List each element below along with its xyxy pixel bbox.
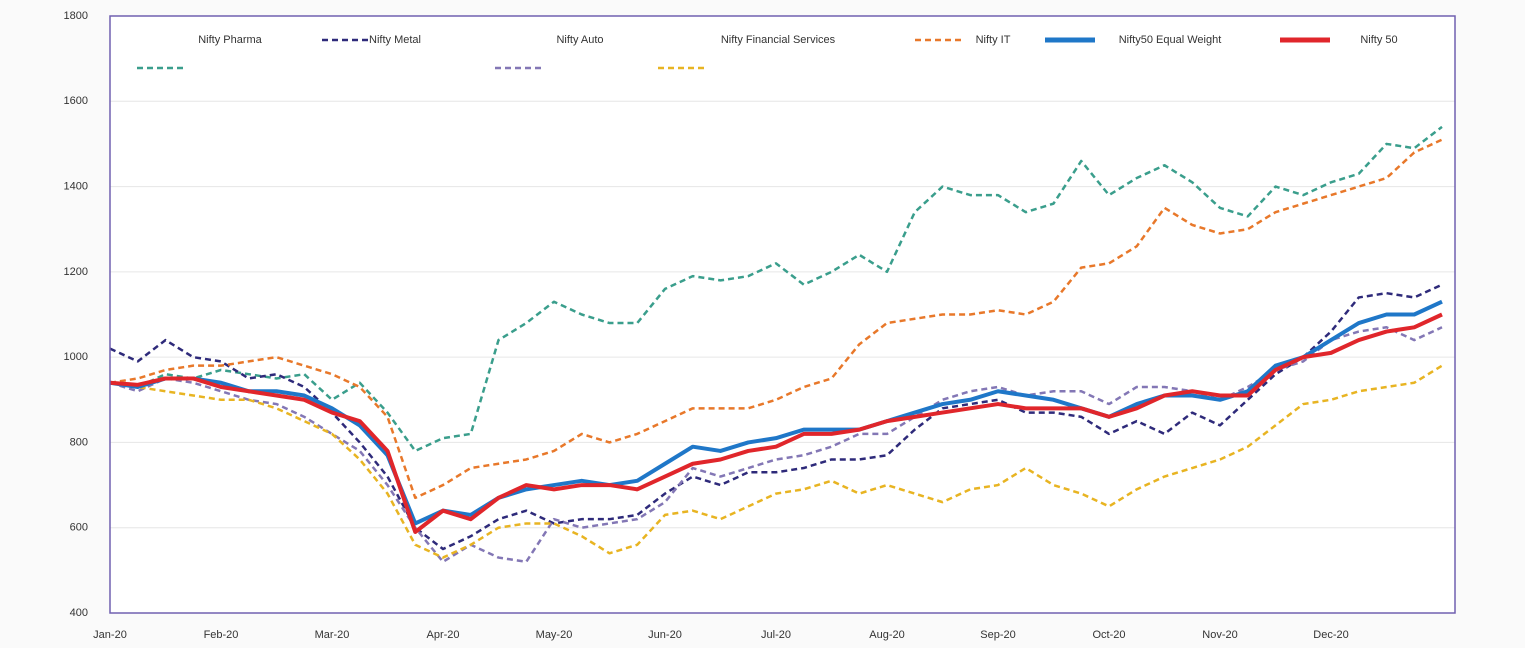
legend-label: Nifty IT [976, 34, 1011, 46]
x-tick-label: Mar-20 [315, 629, 350, 641]
x-tick-label: Apr-20 [426, 629, 459, 641]
series-line [109, 138, 1443, 500]
y-tick-label: 400 [70, 607, 88, 619]
x-tick-label: Aug-20 [869, 629, 904, 641]
y-tick-label: 600 [70, 522, 88, 534]
legend-label: Nifty50 Equal Weight [1119, 34, 1222, 46]
series-line [109, 125, 1443, 453]
plot-area [110, 16, 1455, 613]
x-tick-label: Dec-20 [1313, 629, 1348, 641]
plot-frame [109, 15, 1456, 614]
series-line [109, 364, 1443, 559]
x-tick-label: Jun-20 [648, 629, 682, 641]
legend-label: Nifty Pharma [198, 34, 262, 46]
y-tick-label: 1600 [64, 95, 88, 107]
x-tick-label: Nov-20 [1202, 629, 1237, 641]
x-tick-label: Sep-20 [980, 629, 1015, 641]
y-tick-label: 800 [70, 436, 88, 448]
y-tick-label: 1800 [64, 10, 88, 22]
legend-label: Nifty Metal [369, 34, 421, 46]
x-tick-label: Jan-20 [93, 629, 127, 641]
series-line [109, 312, 1443, 534]
legend-label: Nifty Auto [556, 34, 603, 46]
x-tick-label: Feb-20 [204, 629, 239, 641]
y-tick-label: 1000 [64, 351, 88, 363]
y-tick-label: 1400 [64, 180, 88, 192]
x-tick-label: May-20 [536, 629, 573, 641]
series-line [109, 299, 1443, 526]
legend-label: Nifty Financial Services [721, 34, 836, 46]
y-tick-label: 1200 [64, 266, 88, 278]
legend-label: Nifty 50 [1360, 34, 1397, 46]
x-tick-label: Jul-20 [761, 629, 791, 641]
x-tick-label: Oct-20 [1092, 629, 1125, 641]
